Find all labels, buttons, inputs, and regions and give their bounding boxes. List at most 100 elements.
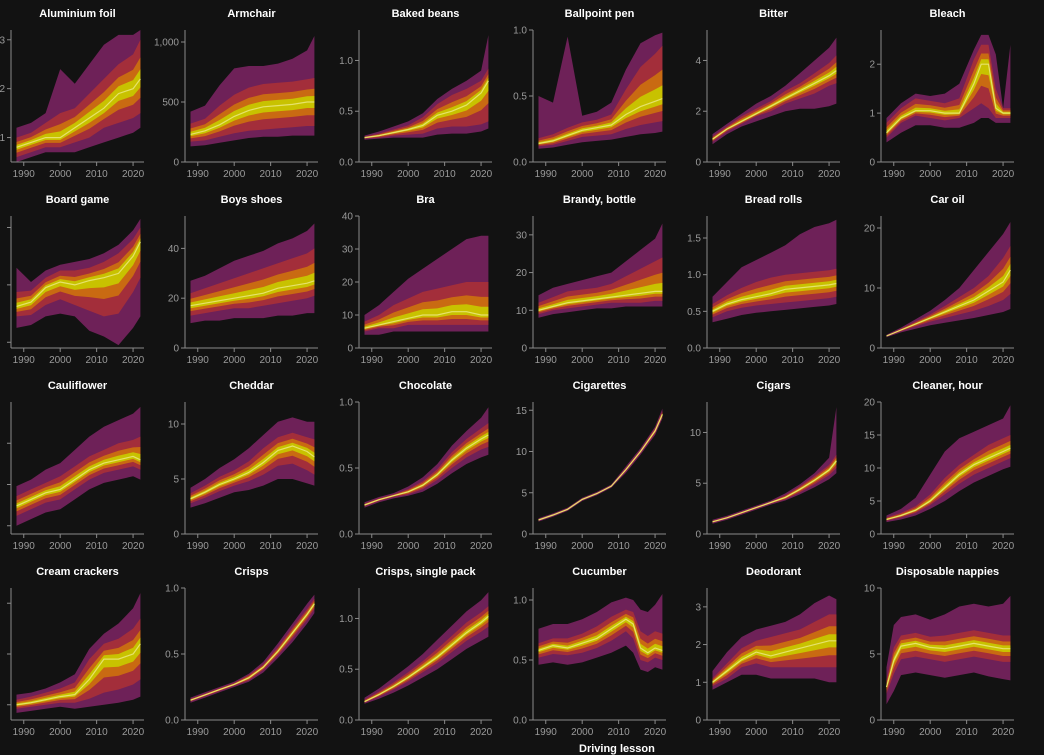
chart-panel-cauliflower: Cauliflower 1990 2000 2010 2020 — [7, 380, 145, 552]
x-tick-label: 2020 — [818, 355, 841, 366]
chart-title: Crisps — [234, 566, 268, 578]
y-tick-label: 10 — [690, 428, 702, 439]
x-tick-label: 2000 — [397, 727, 420, 738]
x-tick-label: 1990 — [709, 541, 732, 552]
x-tick-label: 2000 — [571, 355, 594, 366]
chart-panel-cigars: Cigars 0 5 10 1990 2000 2010 2020 — [690, 380, 841, 552]
x-tick-label: 2020 — [992, 169, 1015, 180]
x-tick-label: 1990 — [13, 355, 36, 366]
chart-panel-armchair: Armchair 0 500 1,000 1990 2000 2010 2020 — [154, 8, 319, 180]
band-p35-p65 — [16, 637, 141, 706]
y-tick-label: 0 — [521, 344, 527, 355]
chart-title: Crisps, single pack — [375, 566, 476, 578]
median-line — [364, 434, 489, 506]
x-tick-label: 1990 — [883, 541, 906, 552]
x-tick-label: 2010 — [608, 355, 631, 366]
x-tick-label: 1990 — [535, 541, 558, 552]
median-line — [886, 63, 1011, 134]
x-tick-label: 2020 — [122, 169, 145, 180]
y-tick-label: 5 — [869, 497, 875, 508]
band-min-max — [538, 408, 663, 522]
x-tick-label: 1990 — [883, 355, 906, 366]
x-tick-label: 1990 — [709, 727, 732, 738]
y-tick-label: 1.5 — [687, 234, 701, 245]
y-tick-label: 0 — [869, 530, 875, 541]
band-p35-p65 — [712, 66, 837, 140]
y-tick-label: 1.0 — [687, 270, 701, 281]
y-tick-label: 40 — [168, 244, 180, 255]
y-tick-label: 10 — [864, 284, 876, 295]
x-tick-label: 2000 — [397, 169, 420, 180]
x-tick-label: 2000 — [745, 355, 768, 366]
y-tick-label: 0 — [173, 344, 179, 355]
chart-panel-bread-rolls: Bread rolls 0.0 0.5 1.0 1.5 1990 2000 2010 2020 — [687, 194, 841, 366]
median-line — [538, 414, 663, 521]
median-line — [538, 618, 663, 654]
chart-panel-crisps: Crisps 0.0 0.5 1.0 1990 2000 2010 2020 — [165, 566, 319, 738]
chart-title: Baked beans — [392, 8, 460, 20]
y-tick-label: 3 — [695, 602, 701, 613]
chart-title: Brandy, bottle — [563, 194, 636, 206]
chart-title: Cheddar — [229, 380, 274, 392]
chart-title: Boys shoes — [221, 194, 283, 206]
x-tick-label: 2000 — [745, 727, 768, 738]
x-tick-label: 1990 — [13, 541, 36, 552]
band-p35-p65 — [886, 640, 1011, 689]
x-tick-label: 1990 — [535, 169, 558, 180]
y-tick-label: 0.5 — [339, 107, 353, 118]
chart-panel-deodorant: Deodorant 0 1 2 3 1990 2000 2010 2020 — [695, 566, 840, 738]
y-tick-label: 0.5 — [339, 665, 353, 676]
y-tick-label: 0.5 — [513, 92, 527, 103]
x-tick-label: 2020 — [122, 727, 145, 738]
band-min-max — [886, 405, 1011, 523]
x-tick-label: 2020 — [296, 169, 319, 180]
x-tick-label: 2020 — [296, 355, 319, 366]
y-tick-label: 5 — [521, 488, 527, 499]
x-tick-label: 2010 — [782, 355, 805, 366]
y-tick-label: 0.0 — [339, 530, 353, 541]
band-p35-p65 — [190, 602, 315, 701]
x-tick-label: 2020 — [818, 541, 841, 552]
chart-panel-aluminium-foil: Aluminium foil 1 2 3 1990 2000 2010 2020 — [0, 8, 145, 180]
x-tick-label: 1990 — [361, 355, 384, 366]
median-line — [364, 80, 489, 139]
x-tick-label: 2000 — [919, 355, 942, 366]
chart-panel-board-game: Board game 1990 2000 2010 2020 — [7, 194, 145, 366]
y-tick-label: 20 — [864, 398, 876, 409]
chart-panel-ballpoint-pen: Ballpoint pen 0.0 0.5 1.0 1990 2000 2010 2020 — [513, 8, 667, 180]
y-tick-label: 1.0 — [513, 596, 527, 607]
chart-panel-car-oil: Car oil 0 10 20 1990 2000 2010 2020 — [864, 194, 1015, 366]
x-tick-label: 2020 — [470, 727, 493, 738]
x-tick-label: 1990 — [709, 169, 732, 180]
x-tick-label: 2010 — [86, 355, 109, 366]
x-tick-label: 2020 — [992, 541, 1015, 552]
x-tick-label: 1990 — [187, 169, 210, 180]
chart-title: Board game — [46, 194, 110, 206]
y-tick-label: 20 — [342, 278, 354, 289]
x-tick-label: 2010 — [782, 541, 805, 552]
x-tick-label: 2000 — [49, 355, 72, 366]
chart-title: Cauliflower — [48, 380, 108, 392]
y-tick-label: 10 — [516, 306, 528, 317]
band-p35-p65 — [190, 96, 315, 137]
y-tick-label: 0 — [695, 158, 701, 169]
band-p25-p75 — [886, 256, 1011, 337]
x-tick-label: 2010 — [782, 727, 805, 738]
y-tick-label: 0.5 — [165, 650, 179, 661]
x-tick-label: 1990 — [13, 727, 36, 738]
y-tick-label: 5 — [695, 479, 701, 490]
x-tick-label: 2020 — [644, 355, 667, 366]
band-p10-p90 — [538, 411, 663, 521]
band-min-max — [364, 592, 489, 704]
y-tick-label: 1.0 — [339, 398, 353, 409]
chart-panel-brandy-bottle: Brandy, bottle 0 10 20 30 1990 2000 2010 2020 — [516, 194, 667, 366]
y-tick-label: 2 — [695, 640, 701, 651]
y-tick-label: 0.0 — [513, 716, 527, 727]
x-tick-label: 2000 — [49, 169, 72, 180]
x-tick-label: 1990 — [883, 169, 906, 180]
x-tick-label: 2000 — [745, 541, 768, 552]
x-tick-label: 2020 — [992, 355, 1015, 366]
y-tick-label: 30 — [342, 245, 354, 256]
band-p35-p65 — [364, 304, 489, 329]
band-p10-p90 — [190, 598, 315, 702]
